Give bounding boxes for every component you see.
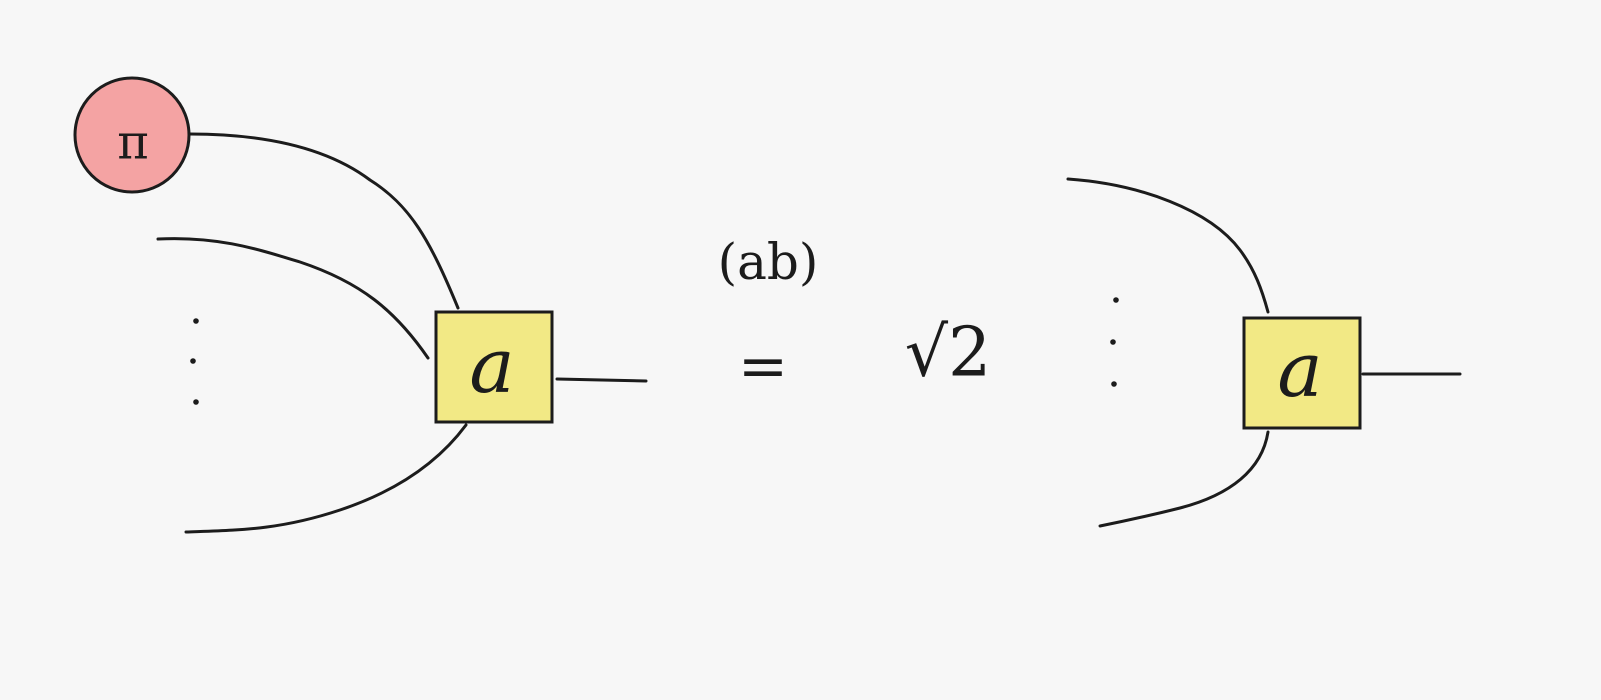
lhs-tensor-box: [434, 310, 554, 424]
rhs-diagram: a: [1066, 177, 1462, 528]
lhs-output-wire: [555, 377, 648, 383]
lhs-lower-wire: [184, 423, 468, 534]
lhs-vertical-ellipsis: [190, 318, 199, 405]
rhs-lower-wire: [1098, 430, 1270, 528]
pi-node: π: [73, 76, 191, 194]
lhs-upper-wire: [156, 237, 430, 360]
pi-node-label: π: [117, 115, 149, 171]
lhs-tensor-a: a: [434, 310, 554, 424]
rhs-vertical-ellipsis: [1110, 297, 1119, 387]
equation-superscript: (ab): [718, 233, 819, 291]
rhs-tensor-box: [1242, 316, 1362, 430]
pi-node-circle: [73, 76, 191, 194]
rhs-upper-wire: [1066, 177, 1270, 314]
rhs-tensor-label: a: [1277, 325, 1322, 414]
equals-sign: =: [738, 332, 788, 402]
rhs-tensor-a: a: [1242, 316, 1362, 430]
lhs-pi-wire: [188, 132, 460, 310]
lhs-tensor-label: a: [469, 321, 514, 410]
lhs-diagram: π a: [73, 76, 648, 534]
equation: (ab) = √2: [718, 233, 992, 402]
sqrt-two-coefficient: √2: [905, 314, 992, 393]
